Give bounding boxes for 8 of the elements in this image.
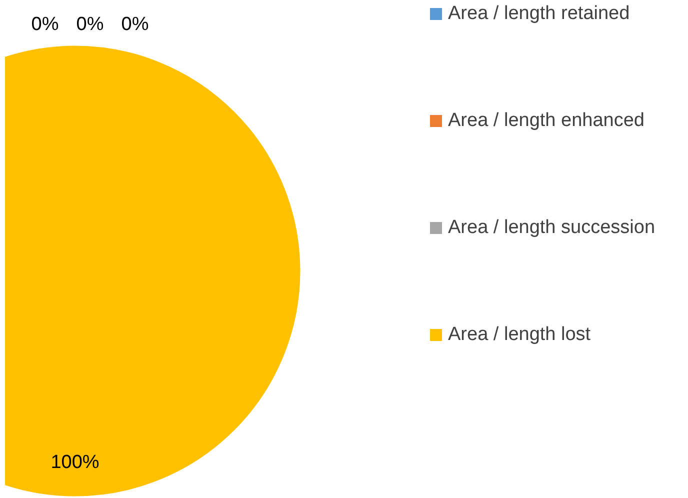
data-label: 100% bbox=[50, 452, 100, 474]
text: 0% bbox=[31, 14, 59, 36]
legend-label: Area / length enhanced bbox=[448, 110, 644, 132]
legend-label: Area / length lost bbox=[448, 324, 592, 346]
text: 0% bbox=[121, 14, 149, 36]
legend-label: Area / length retained bbox=[448, 3, 630, 24]
legend-label: Area / length succession bbox=[448, 217, 656, 238]
text: 0% bbox=[76, 14, 104, 36]
